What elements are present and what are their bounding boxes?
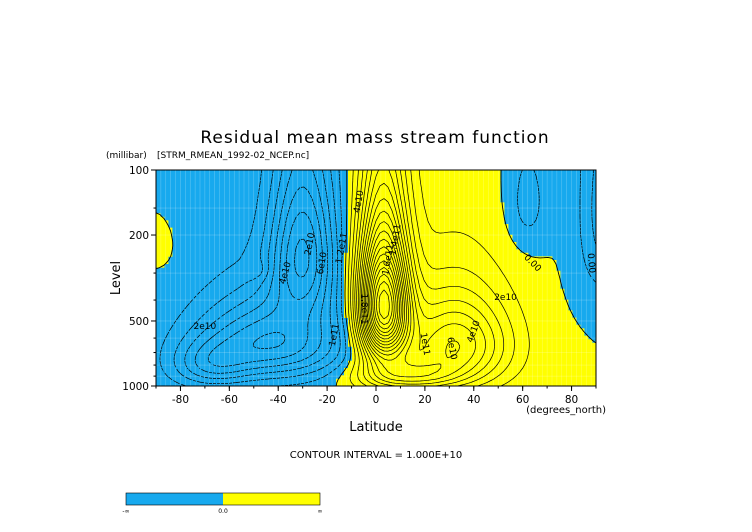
contour-line bbox=[378, 289, 390, 320]
contour-interval: CONTOUR INTERVAL = 1.000E+10 bbox=[290, 450, 462, 461]
y-tick-label: 500 bbox=[129, 316, 149, 328]
contour-line bbox=[294, 238, 310, 278]
y-axis-label: Level bbox=[109, 261, 124, 295]
contour-lines bbox=[156, 170, 596, 386]
chart-title: Residual mean mass stream function bbox=[200, 128, 549, 148]
x-axis: -80 -60 -40 -20 0 20 40 60 80 bbox=[155, 386, 597, 406]
contour-line bbox=[207, 186, 323, 367]
contour-label: 1e11 bbox=[328, 323, 342, 347]
colorbar-positive bbox=[223, 493, 320, 505]
colorbar-frame bbox=[125, 492, 321, 506]
contour-line bbox=[347, 170, 530, 386]
contour-label: 6e10 bbox=[316, 251, 330, 275]
contour-line bbox=[365, 230, 405, 349]
x-tick-label: 60 bbox=[516, 394, 529, 406]
chart-subtitle: [STRM_RMEAN_1992-02_NCEP.nc] bbox=[157, 151, 309, 161]
contour-line bbox=[367, 246, 402, 343]
contour-line bbox=[363, 221, 407, 352]
x-tick-label: -80 bbox=[172, 394, 189, 406]
y-tick-label: 200 bbox=[129, 230, 149, 242]
contour-line bbox=[376, 281, 393, 326]
contour-line bbox=[173, 170, 596, 385]
contour-line bbox=[356, 170, 486, 385]
contour-label: 2e10 bbox=[494, 293, 517, 303]
contour-line bbox=[357, 170, 476, 382]
contour-label: 6e10 bbox=[444, 336, 458, 360]
colorbar-negative bbox=[126, 493, 223, 505]
x-tick-label: -60 bbox=[221, 394, 238, 406]
contour-line bbox=[354, 170, 495, 386]
x-tick-label: 80 bbox=[565, 394, 578, 406]
contour-label: 2e10 bbox=[194, 322, 217, 332]
contour-line bbox=[350, 170, 515, 386]
contour-line bbox=[156, 170, 596, 386]
colorbar-label: ∞ bbox=[318, 508, 323, 515]
x-tick-label: 40 bbox=[467, 394, 480, 406]
contour-line bbox=[362, 210, 409, 356]
x-tick-label: -40 bbox=[270, 394, 287, 406]
contour-label: 1e11 bbox=[417, 332, 431, 356]
y-axis: 100 200 500 1000 bbox=[122, 165, 156, 393]
contour-label: 1.8e11 bbox=[358, 293, 368, 324]
x-tick-label: -20 bbox=[319, 394, 336, 406]
colorbar-label: 0.0 bbox=[218, 508, 228, 515]
contour-line bbox=[194, 170, 329, 374]
y-tick-label: 100 bbox=[129, 165, 149, 177]
positive-region bbox=[156, 170, 596, 386]
contour-line bbox=[360, 198, 412, 361]
contour-line bbox=[370, 260, 399, 337]
contour-line bbox=[374, 273, 395, 330]
contour-line bbox=[359, 183, 461, 378]
y-tick-label: 1000 bbox=[122, 381, 149, 393]
contour-line bbox=[369, 253, 400, 340]
contour-line bbox=[372, 267, 397, 333]
contour-line bbox=[159, 170, 596, 386]
contour-label: 4e10 bbox=[352, 189, 366, 213]
contour-line bbox=[184, 170, 333, 379]
contour-fills bbox=[156, 170, 596, 386]
colorbar: -∞ 0.0 ∞ bbox=[122, 492, 323, 515]
contour-line bbox=[366, 238, 404, 346]
x-tick-label: 20 bbox=[418, 394, 431, 406]
contour-label: 0.00 bbox=[585, 253, 597, 274]
contour-label: 2e10 bbox=[304, 232, 318, 256]
colorbar-label: -∞ bbox=[122, 508, 129, 515]
x-axis-label: Latitude bbox=[349, 420, 403, 435]
x-tick-label: 0 bbox=[373, 394, 380, 406]
y-units-label: (millibar) bbox=[106, 151, 147, 161]
grid bbox=[156, 170, 596, 386]
x-units-label: (degrees_north) bbox=[526, 405, 606, 416]
contour-line bbox=[252, 211, 318, 349]
contour-line bbox=[352, 170, 505, 386]
